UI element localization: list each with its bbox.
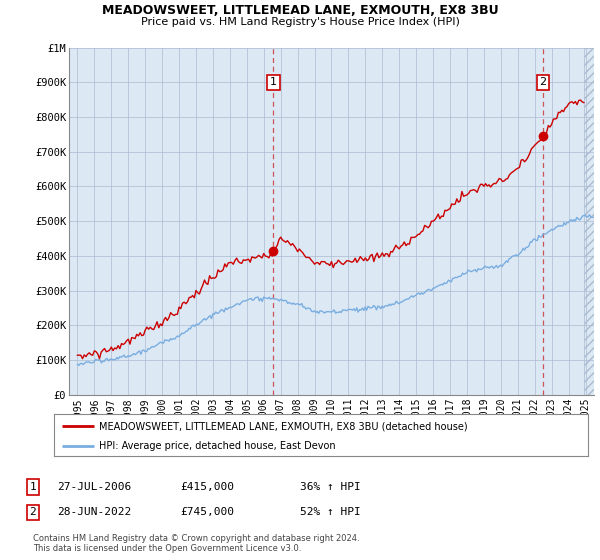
Text: 2: 2 [539,77,547,87]
Text: Contains HM Land Registry data © Crown copyright and database right 2024.: Contains HM Land Registry data © Crown c… [33,534,359,543]
Text: 1: 1 [29,482,37,492]
Text: 52% ↑ HPI: 52% ↑ HPI [300,507,361,517]
Text: MEADOWSWEET, LITTLEMEAD LANE, EXMOUTH, EX8 3BU: MEADOWSWEET, LITTLEMEAD LANE, EXMOUTH, E… [101,4,499,17]
Text: 28-JUN-2022: 28-JUN-2022 [57,507,131,517]
Text: £415,000: £415,000 [180,482,234,492]
Text: 36% ↑ HPI: 36% ↑ HPI [300,482,361,492]
Text: £745,000: £745,000 [180,507,234,517]
Text: 27-JUL-2006: 27-JUL-2006 [57,482,131,492]
Text: This data is licensed under the Open Government Licence v3.0.: This data is licensed under the Open Gov… [33,544,301,553]
Text: 1: 1 [270,77,277,87]
Text: Price paid vs. HM Land Registry's House Price Index (HPI): Price paid vs. HM Land Registry's House … [140,17,460,27]
Text: MEADOWSWEET, LITTLEMEAD LANE, EXMOUTH, EX8 3BU (detached house): MEADOWSWEET, LITTLEMEAD LANE, EXMOUTH, E… [100,421,468,431]
Text: HPI: Average price, detached house, East Devon: HPI: Average price, detached house, East… [100,441,336,451]
Text: 2: 2 [29,507,37,517]
